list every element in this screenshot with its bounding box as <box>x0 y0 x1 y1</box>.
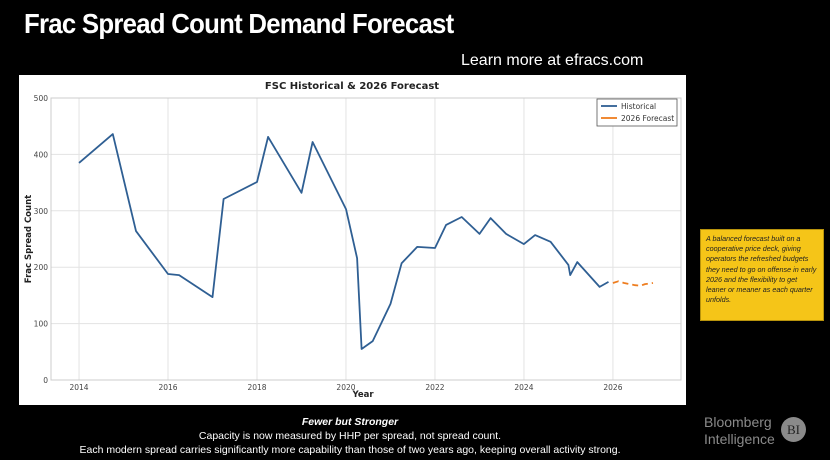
legend-label-forecast: 2026 Forecast <box>621 114 674 123</box>
x-tick-label: 2022 <box>425 383 444 392</box>
y-tick-label: 200 <box>34 263 49 272</box>
brand-line-1: Bloomberg <box>704 414 772 430</box>
footer-title: Fewer but Stronger <box>301 416 399 428</box>
footer-line-1: Capacity is now measured by HHP per spre… <box>198 430 502 442</box>
x-tick-label: 2018 <box>247 383 266 392</box>
grid-lines <box>51 97 681 381</box>
x-axis-label: Year <box>351 390 374 400</box>
x-tick-label: 2020 <box>336 383 355 392</box>
chart-panel: 2014 2016 2018 2020 2022 2024 2026 0 100 200 300 40… <box>19 75 686 405</box>
forecast-note-box: A balanced forecast built on a cooperati… <box>700 229 824 321</box>
axis-ticks: 2014 2016 2018 2020 2022 2024 2026 0 100 200 300 40… <box>34 94 623 392</box>
x-tick-label: 2014 <box>69 383 88 392</box>
y-tick-label: 500 <box>34 94 49 103</box>
legend: Historical 2026 Forecast <box>596 98 678 127</box>
y-tick-label: 0 <box>43 376 48 385</box>
plot-frame <box>50 97 682 381</box>
brand-line-2: Intelligence <box>704 431 775 447</box>
x-tick-label: 2016 <box>158 383 177 392</box>
historical-series-line <box>78 133 609 350</box>
y-tick-label: 300 <box>34 207 49 216</box>
forecast-series-line <box>612 280 654 287</box>
y-tick-label: 100 <box>34 320 49 329</box>
line-chart: 2014 2016 2018 2020 2022 2024 2026 0 100 200 300 40… <box>24 81 682 400</box>
chart-title: FSC Historical & 2026 Forecast <box>265 81 439 92</box>
legend-label-historical: Historical <box>621 102 656 111</box>
legend-box <box>596 98 678 127</box>
x-tick-label: 2024 <box>514 383 533 392</box>
footer-line-2: Each modern spread carries significantly… <box>79 444 621 456</box>
page-title: Frac Spread Count Demand Forecast <box>24 8 454 39</box>
x-tick-label: 2026 <box>603 383 622 392</box>
bi-badge-icon: BI <box>781 417 806 442</box>
bloomberg-intelligence-logo: Bloomberg Intelligence <box>704 414 775 448</box>
series-lines <box>78 133 654 350</box>
learn-more-link[interactable]: Learn more at efracs.com <box>461 52 644 69</box>
y-axis-label: Frac Spread Count <box>24 195 34 283</box>
y-tick-label: 400 <box>34 150 49 159</box>
